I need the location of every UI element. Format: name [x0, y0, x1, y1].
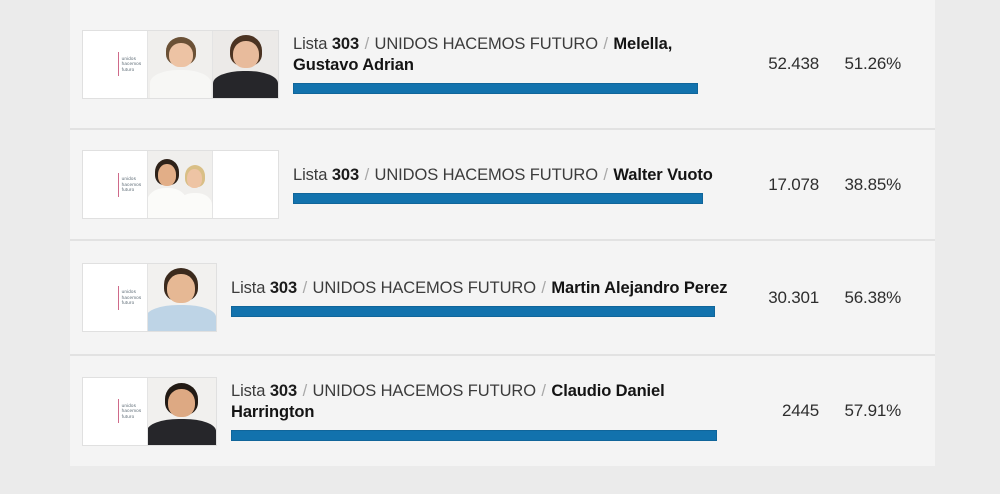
party-logo-cell: unidos hacemos futuro	[83, 264, 148, 331]
candidate-name: Claudio Daniel Harrington	[231, 382, 665, 421]
candidate-photo-strip: unidos hacemos futuro	[82, 376, 217, 446]
separator-2: /	[603, 166, 608, 184]
vote-bar-fill	[293, 193, 703, 204]
candidate-photo	[148, 264, 216, 331]
vote-bar-track	[293, 83, 705, 94]
party-logo-cell: unidos hacemos futuro	[83, 377, 148, 445]
vote-count: 52.438	[768, 54, 819, 73]
vote-percentage: 38.85%	[844, 174, 902, 194]
separator-2: /	[603, 35, 608, 53]
logo-wordmark: unidos hacemos futuro	[122, 289, 142, 305]
lista-number: 303	[331, 35, 360, 53]
candidate-name: Melella, Gustavo Adrian	[293, 35, 673, 74]
unidos-hacemos-futuro-logo-icon	[89, 398, 115, 424]
logo-wordmark: unidos hacemos futuro	[122, 403, 142, 419]
result-figures: 17.078 38.85%	[757, 175, 935, 195]
empty-photo-cell	[213, 151, 278, 218]
logo-divider	[117, 52, 119, 76]
vote-bar-fill	[231, 306, 715, 317]
candidate-photo	[213, 30, 278, 98]
candidate-line: Lista 303 / UNIDOS HACEMOS FUTURO / Clau…	[231, 381, 731, 423]
separator-1: /	[364, 35, 370, 53]
unidos-hacemos-futuro-logo-icon	[89, 172, 115, 198]
vote-percentage: 56.38%	[844, 287, 902, 307]
results-list: unidos hacemos futuro Lista 303 / UNIDOS HA…	[70, 0, 935, 466]
party-name: UNIDOS HACEMOS FUTURO	[374, 166, 599, 184]
vote-bar-track	[231, 306, 721, 317]
lista-label: Lista	[293, 35, 328, 53]
vote-bar-track	[293, 193, 705, 204]
result-details: Lista 303 / UNIDOS HACEMOS FUTURO / Mart…	[217, 278, 757, 317]
result-row[interactable]: unidos hacemos futuro Lista 303 / UNIDOS HA…	[70, 0, 935, 130]
candidate-name: Walter Vuoto	[613, 166, 713, 184]
logo-wordmark-line-1: unidos	[121, 289, 137, 295]
result-row[interactable]: unidos hacemos futuro Lista 303 / UNIDOS HA…	[70, 356, 935, 466]
candidate-line: Lista 303 / UNIDOS HACEMOS FUTURO / Mele…	[293, 34, 725, 76]
vote-bar-track	[231, 430, 721, 441]
party-name: UNIDOS HACEMOS FUTURO	[374, 35, 599, 53]
separator-1: /	[364, 166, 370, 184]
candidate-line: Lista 303 / UNIDOS HACEMOS FUTURO / Mart…	[231, 278, 731, 299]
lista-number: 303	[269, 279, 298, 297]
logo-wordmark: unidos hacemos futuro	[122, 176, 142, 192]
candidate-name: Martin Alejandro Perez	[551, 279, 728, 297]
logo-wordmark-line-3: futuro	[121, 66, 135, 72]
separator-2: /	[541, 279, 546, 297]
result-row[interactable]: unidos hacemos futuro Lista 303 / UNIDOS HA…	[70, 241, 935, 356]
vote-bar-fill	[231, 430, 717, 441]
party-name: UNIDOS HACEMOS FUTURO	[312, 279, 537, 297]
lista-label: Lista	[293, 166, 328, 184]
separator-2: /	[541, 382, 546, 400]
logo-wordmark-line-3: futuro	[121, 300, 135, 306]
logo-wordmark: unidos hacemos futuro	[122, 56, 142, 72]
election-results-panel: unidos hacemos futuro Lista 303 / UNIDOS HA…	[70, 0, 935, 466]
vote-count: 17.078	[768, 174, 819, 194]
result-figures: 30.301 56.38%	[757, 288, 935, 308]
vote-bar-fill	[293, 83, 698, 94]
party-name: UNIDOS HACEMOS FUTURO	[312, 382, 537, 400]
logo-divider	[117, 172, 119, 197]
logo-wordmark-line-1: unidos	[121, 176, 137, 182]
candidate-photo-strip: unidos hacemos futuro	[82, 29, 279, 99]
logo-divider	[117, 285, 119, 310]
result-figures: 2445 57.91%	[757, 401, 935, 421]
result-details: Lista 303 / UNIDOS HACEMOS FUTURO / Mele…	[279, 34, 757, 94]
logo-wordmark-line-3: futuro	[121, 187, 135, 193]
candidate-photo-strip: unidos hacemos futuro	[82, 263, 217, 332]
result-row[interactable]: unidos hacemos futuro Lista 303 / UNIDOS HA…	[70, 130, 935, 241]
separator-1: /	[302, 382, 308, 400]
logo-wordmark-line-1: unidos	[121, 55, 137, 61]
candidate-photo-strip: unidos hacemos futuro	[82, 150, 279, 219]
candidate-photo	[148, 30, 213, 98]
lista-label: Lista	[231, 279, 266, 297]
vote-percentage: 51.26%	[844, 54, 902, 73]
lista-number: 303	[331, 166, 360, 184]
separator-1: /	[302, 279, 308, 297]
lista-label: Lista	[231, 382, 266, 400]
candidate-photo	[148, 377, 216, 445]
result-figures: 52.438 51.26%	[757, 54, 935, 74]
logo-wordmark-line-2: hacemos	[121, 408, 142, 414]
unidos-hacemos-futuro-logo-icon	[89, 51, 115, 77]
logo-divider	[117, 399, 119, 423]
result-details: Lista 303 / UNIDOS HACEMOS FUTURO / Walt…	[279, 165, 757, 204]
result-details: Lista 303 / UNIDOS HACEMOS FUTURO / Clau…	[217, 381, 757, 441]
party-logo-cell: unidos hacemos futuro	[83, 30, 148, 98]
vote-count: 30.301	[768, 287, 819, 307]
logo-wordmark-line-2: hacemos	[121, 294, 142, 300]
candidate-photo	[148, 151, 213, 218]
vote-count: 2445	[781, 401, 819, 420]
logo-wordmark-line-3: futuro	[121, 413, 135, 419]
logo-wordmark-line-2: hacemos	[121, 181, 142, 187]
unidos-hacemos-futuro-logo-icon	[89, 285, 115, 311]
candidate-line: Lista 303 / UNIDOS HACEMOS FUTURO / Walt…	[293, 165, 725, 186]
vote-percentage: 57.91%	[844, 401, 902, 420]
logo-wordmark-line-1: unidos	[121, 402, 137, 408]
lista-number: 303	[269, 382, 298, 400]
logo-wordmark-line-2: hacemos	[121, 61, 142, 67]
party-logo-cell: unidos hacemos futuro	[83, 151, 148, 218]
